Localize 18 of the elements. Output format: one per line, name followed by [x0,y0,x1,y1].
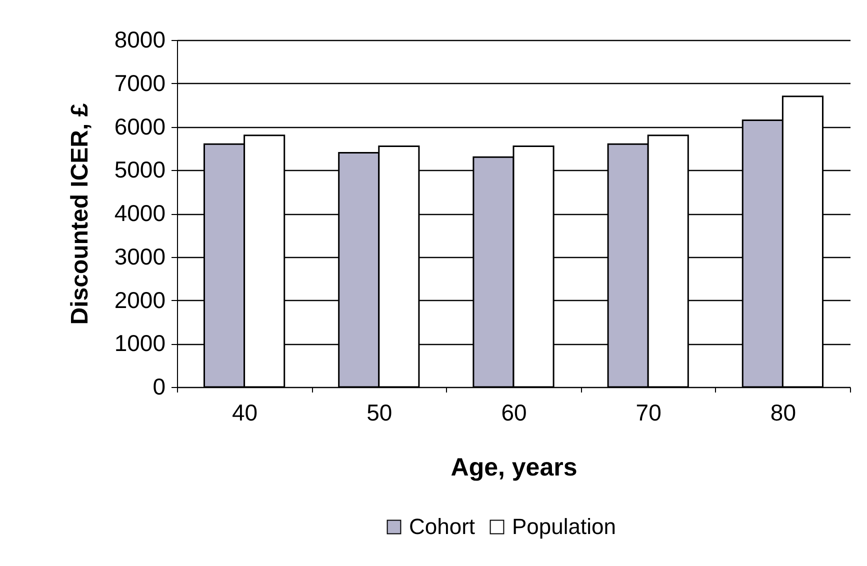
y-tick-label: 2000 [114,286,166,313]
y-tick-label: 6000 [114,113,166,140]
x-tick-label: 40 [232,400,258,426]
y-tick-label: 8000 [114,26,166,52]
y-tick-label: 3000 [114,243,166,270]
x-tick-label: 80 [770,400,796,426]
y-tick-label: 1000 [114,330,166,356]
y-tick-label: 4000 [114,200,166,226]
legend-label: Cohort [409,514,476,539]
y-axis-title: Discounted ICER, £ [66,102,94,325]
y-tick-label: 0 [152,374,166,400]
y-tick-label: 5000 [114,156,166,183]
x-tick-label: 60 [501,400,527,426]
y-tick-label: 7000 [114,70,166,96]
x-tick-label: 50 [366,400,392,426]
legend-label: Population [512,514,616,539]
x-axis-title: Age, years [450,454,578,482]
x-tick-label: 70 [636,400,662,426]
